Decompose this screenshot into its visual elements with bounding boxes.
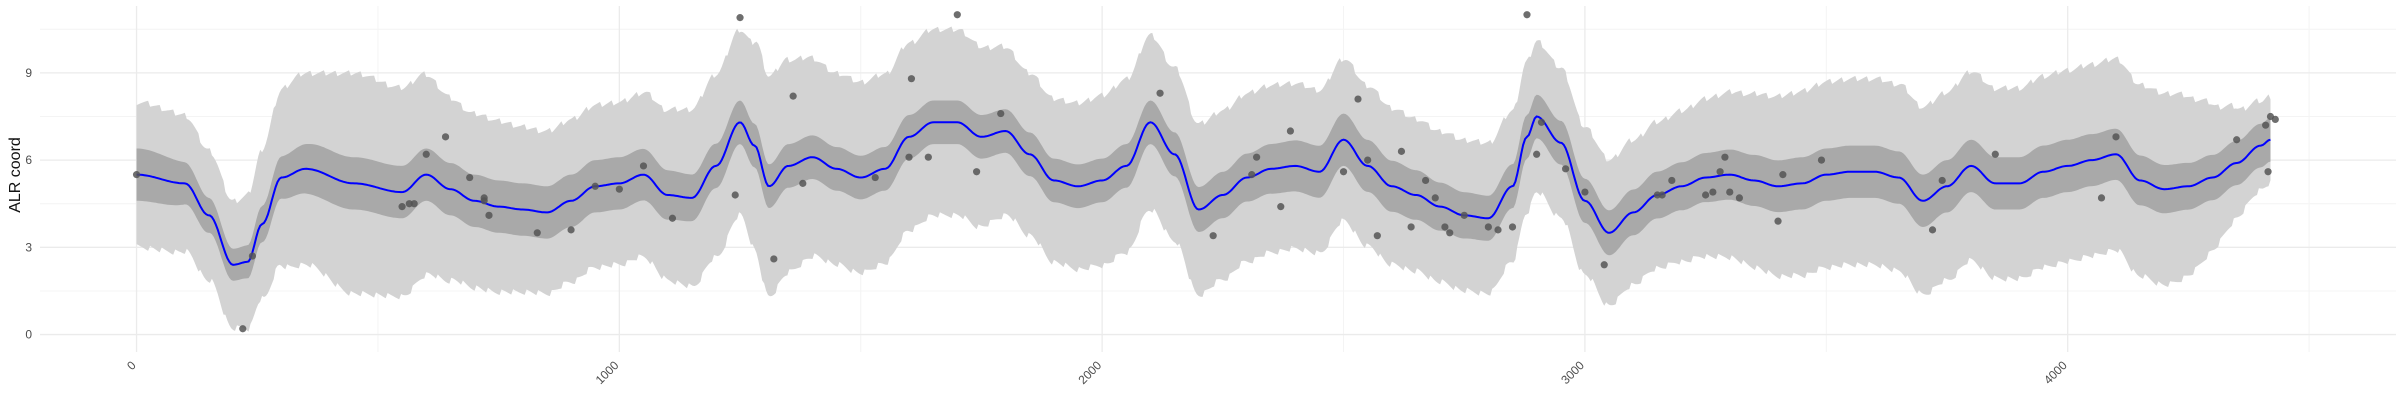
data-point <box>1156 89 1164 97</box>
data-point <box>2262 121 2270 129</box>
data-point <box>789 92 797 100</box>
data-point <box>533 229 541 237</box>
y-axis-label: ALR coord <box>7 137 24 213</box>
data-point <box>1928 226 1937 234</box>
data-point <box>668 214 677 222</box>
data-point <box>239 325 247 333</box>
data-point <box>736 14 744 22</box>
data-point <box>1494 226 1502 234</box>
data-point <box>410 200 418 208</box>
y-tick-label: 0 <box>25 328 32 342</box>
data-point <box>1421 176 1430 185</box>
data-point <box>1431 194 1439 202</box>
data-point <box>1774 217 1782 225</box>
data-point <box>924 153 932 161</box>
data-point <box>2097 194 2106 202</box>
data-point <box>1716 168 1724 176</box>
data-point <box>2264 168 2272 176</box>
data-point <box>799 179 807 187</box>
data-point <box>2233 136 2241 144</box>
x-tick-label: 4000 <box>2041 358 2070 387</box>
mean-line-group <box>136 115 2271 266</box>
data-point <box>1339 168 1348 176</box>
y-tick-label: 6 <box>25 153 32 167</box>
data-point <box>1286 127 1295 135</box>
data-point <box>905 153 913 161</box>
y-tick-label: 9 <box>25 66 32 80</box>
data-point <box>907 75 916 83</box>
data-point <box>953 11 961 19</box>
data-point <box>1248 171 1256 179</box>
data-point <box>1779 171 1787 179</box>
data-point <box>1721 153 1729 161</box>
data-point <box>422 150 430 158</box>
data-point <box>1600 261 1608 269</box>
data-point <box>997 109 1005 118</box>
data-point <box>1523 11 1531 19</box>
data-point <box>1354 95 1362 103</box>
mean-line <box>136 115 2271 266</box>
data-point <box>731 191 739 199</box>
data-point <box>1277 203 1285 211</box>
data-point <box>2271 115 2279 123</box>
data-point <box>1562 165 1570 173</box>
data-point <box>398 203 406 211</box>
outer-confidence-band <box>136 26 2271 332</box>
confidence-bands <box>136 26 2271 332</box>
data-point <box>770 255 778 263</box>
data-point <box>1209 232 1217 240</box>
data-point <box>248 252 257 260</box>
data-point <box>485 211 493 219</box>
data-point <box>1702 191 1710 199</box>
data-point <box>639 162 648 170</box>
data-point <box>1441 223 1449 231</box>
data-point <box>615 185 623 193</box>
data-point <box>466 173 474 182</box>
data-point <box>1735 194 1744 202</box>
x-tick-label: 1000 <box>593 358 622 387</box>
data-point <box>1397 147 1406 155</box>
data-point <box>1726 188 1734 196</box>
x-tick-label: 0 <box>124 358 139 373</box>
x-tick-labels: 0 1000 2000 3000 4000 <box>124 358 2070 387</box>
data-point <box>591 182 599 190</box>
data-point <box>1581 188 1589 196</box>
x-tick-label: 2000 <box>1075 358 1104 387</box>
data-point <box>132 171 141 179</box>
x-tick-label: 3000 <box>1558 358 1587 387</box>
data-point <box>1991 150 1999 158</box>
data-point <box>1537 118 1546 126</box>
data-point <box>1658 191 1666 199</box>
data-point <box>1938 176 1946 185</box>
inner-confidence-band <box>136 94 2271 281</box>
data-point <box>1709 188 1717 196</box>
data-point <box>1253 153 1261 161</box>
y-tick-label: 3 <box>25 240 32 254</box>
data-point <box>480 197 488 205</box>
data-point <box>973 168 981 176</box>
data-point <box>441 133 450 141</box>
data-point <box>1508 223 1517 231</box>
data-point <box>1668 176 1676 185</box>
data-point <box>1533 150 1541 158</box>
data-point <box>1364 156 1372 164</box>
data-point <box>1446 229 1454 237</box>
data-point <box>1373 232 1381 240</box>
y-tick-labels: 0 3 6 9 <box>25 66 32 342</box>
observation-points <box>132 11 2279 333</box>
data-point <box>567 226 575 234</box>
data-point <box>871 173 879 182</box>
data-point <box>1817 156 1826 164</box>
data-point <box>1460 211 1468 219</box>
data-point <box>2112 133 2120 141</box>
data-point <box>1407 223 1415 231</box>
data-point <box>1484 223 1492 231</box>
